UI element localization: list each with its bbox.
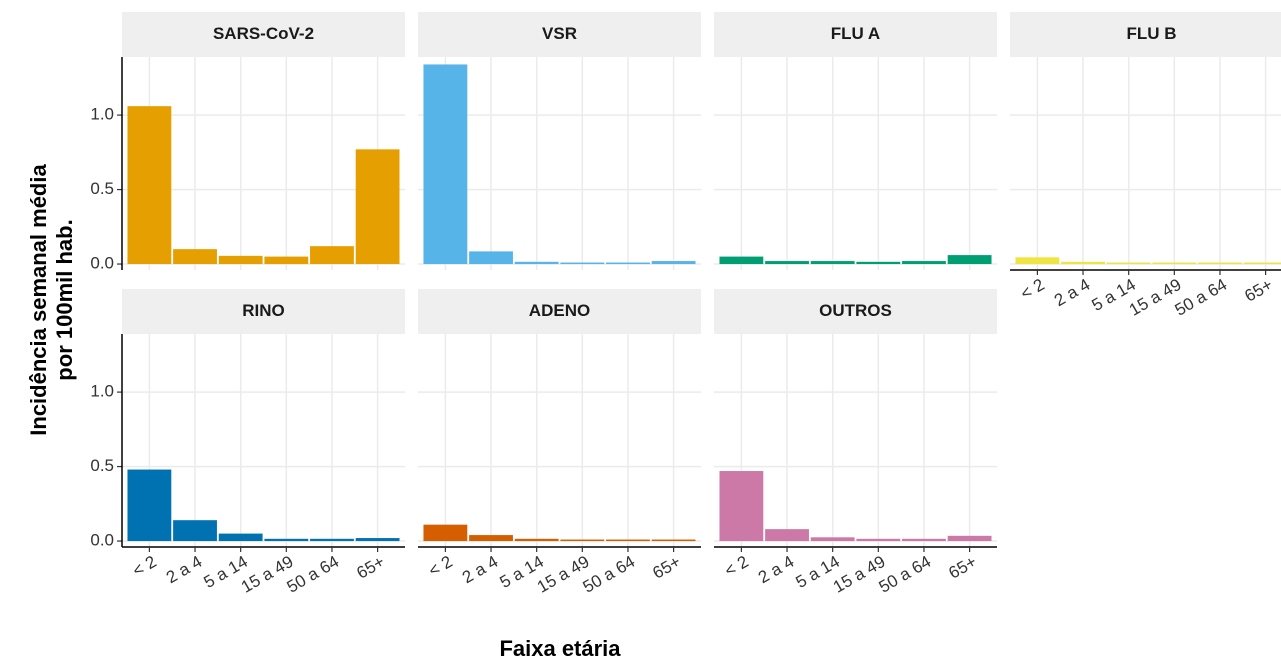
- panel-title: OUTROS: [819, 301, 892, 320]
- bar: [765, 261, 809, 265]
- bar: [423, 524, 468, 542]
- x-tick-label: 15 a 49: [830, 552, 889, 597]
- strip: [122, 289, 405, 334]
- bar: [469, 535, 513, 542]
- bar: [1106, 262, 1151, 265]
- x-tick-label: < 2: [425, 552, 455, 581]
- bar: [810, 261, 855, 265]
- bar: [310, 538, 354, 542]
- panel-title: VSR: [542, 24, 577, 43]
- bar: [856, 261, 901, 265]
- panel-title: FLU B: [1126, 24, 1176, 43]
- y-tick-label: 0.0: [90, 254, 114, 273]
- strip: [418, 12, 701, 57]
- panel-title: RINO: [242, 301, 285, 320]
- x-tick-label: 2 a 4: [163, 552, 205, 587]
- bar: [264, 256, 309, 265]
- bar: [264, 538, 309, 542]
- x-tick-label: 65+: [945, 552, 980, 583]
- bar: [560, 539, 605, 542]
- x-tick-label: 50 a 64: [284, 552, 343, 597]
- bar: [514, 538, 559, 542]
- strip: [1010, 12, 1281, 57]
- bar: [947, 255, 992, 265]
- bar: [856, 538, 901, 542]
- strip: [714, 289, 997, 334]
- bar: [947, 535, 992, 542]
- bar: [469, 251, 513, 265]
- bar: [902, 538, 946, 542]
- panel-title: SARS-CoV-2: [213, 24, 314, 43]
- bar: [173, 249, 217, 265]
- bar: [719, 471, 764, 542]
- bar: [127, 469, 172, 542]
- x-tick-label: 2 a 4: [755, 552, 797, 587]
- x-tick-label: 15 a 49: [1126, 275, 1185, 320]
- x-tick-label: 65+: [649, 552, 684, 583]
- x-tick-label: < 2: [1017, 275, 1047, 304]
- strip: [714, 12, 997, 57]
- x-tick-label: < 2: [721, 552, 751, 581]
- x-tick-label: 50 a 64: [580, 552, 639, 597]
- y-tick-label: 1.0: [90, 105, 114, 124]
- y-axis-title: por 100mil hab.: [52, 219, 77, 380]
- y-tick-label: 0.5: [90, 179, 114, 198]
- x-tick-label: < 2: [129, 552, 159, 581]
- bar: [1198, 262, 1242, 265]
- bar: [218, 533, 263, 542]
- bar: [1015, 257, 1060, 265]
- x-tick-label: 50 a 64: [876, 552, 935, 597]
- strip: [122, 12, 405, 57]
- y-tick-label: 1.0: [90, 382, 114, 401]
- bar: [765, 529, 809, 542]
- y-tick-label: 0.0: [90, 531, 114, 550]
- bar: [651, 539, 696, 542]
- bar: [1061, 261, 1105, 265]
- x-tick-label: 15 a 49: [238, 552, 297, 597]
- x-tick-label: 50 a 64: [1172, 275, 1231, 320]
- bar: [127, 106, 172, 265]
- bar: [1152, 262, 1197, 265]
- bar: [651, 261, 696, 265]
- bar: [606, 262, 650, 265]
- bar: [810, 537, 855, 542]
- x-tick-label: 15 a 49: [534, 552, 593, 597]
- bar: [902, 261, 946, 265]
- x-axis-title: Faixa etária: [499, 636, 621, 661]
- bar: [173, 520, 217, 542]
- bar: [606, 539, 650, 542]
- bar: [423, 64, 468, 265]
- bar: [355, 149, 400, 265]
- bar: [310, 246, 354, 265]
- x-tick-label: 2 a 4: [459, 552, 501, 587]
- x-tick-label: 2 a 4: [1051, 275, 1093, 310]
- bar: [560, 262, 605, 265]
- bar: [355, 538, 400, 542]
- bar: [218, 255, 263, 265]
- panel-title: FLU A: [831, 24, 880, 43]
- y-axis-title: Incidência semanal média: [26, 164, 51, 436]
- bar: [514, 261, 559, 265]
- panel-title: ADENO: [529, 301, 590, 320]
- bar: [719, 256, 764, 265]
- x-tick-label: 65+: [1241, 275, 1276, 306]
- y-tick-label: 0.5: [90, 456, 114, 475]
- strip: [418, 289, 701, 334]
- x-tick-label: 65+: [353, 552, 388, 583]
- bar: [1243, 262, 1281, 265]
